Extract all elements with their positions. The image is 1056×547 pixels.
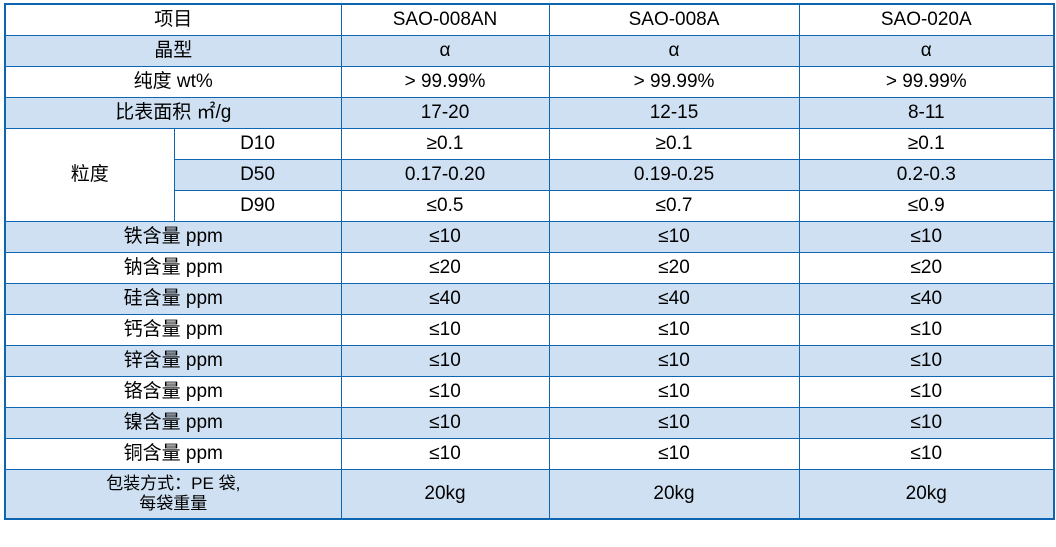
cell: 20kg [548,468,800,520]
cell: ≤20 [340,251,550,284]
sub-label-d10: D10 [173,127,342,160]
packaging-label-line1: 包装方式：PE 袋, [106,474,241,494]
row-label: 铁含量 ppm [4,220,342,253]
cell: > 99.99% [798,65,1055,98]
cell: ≥0.1 [548,127,800,160]
cell: ≤40 [548,282,800,315]
row-crystal-form: 晶型 α α α [4,34,1055,67]
cell: ≤40 [340,282,550,315]
cell: 0.19-0.25 [548,158,800,191]
header-row: 项目 SAO-008AN SAO-008A SAO-020A [4,3,1055,36]
sub-label-d50: D50 [173,158,342,191]
row-label: 锌含量 ppm [4,344,342,377]
cell: ≥0.1 [340,127,550,160]
row-calcium-content: 钙含量 ppm ≤10 ≤10 ≤10 [4,313,1055,346]
product-spec-table: 项目 SAO-008AN SAO-008A SAO-020A 晶型 α α α … [4,3,1056,520]
cell: ≤20 [798,251,1055,284]
row-label: 钠含量 ppm [4,251,342,284]
cell: α [798,34,1055,67]
cell: ≤20 [548,251,800,284]
row-zinc-content: 锌含量 ppm ≤10 ≤10 ≤10 [4,344,1055,377]
cell: ≤10 [548,220,800,253]
cell: ≤10 [798,406,1055,439]
header-product-2: SAO-008A [548,3,800,36]
cell: ≤10 [340,375,550,408]
cell: 12-15 [548,96,800,129]
row-label: 钙含量 ppm [4,313,342,346]
cell: ≤10 [340,437,550,470]
packaging-label-line2: 每袋重量 [139,493,208,513]
cell: α [340,34,550,67]
row-iron-content: 铁含量 ppm ≤10 ≤10 ≤10 [4,220,1055,253]
sub-label-d90: D90 [173,189,342,222]
cell: ≤10 [798,344,1055,377]
row-label: 晶型 [4,34,342,67]
cell: ≤10 [798,220,1055,253]
cell: ≤10 [798,375,1055,408]
row-copper-content: 铜含量 ppm ≤10 ≤10 ≤10 [4,437,1055,470]
row-purity: 纯度 wt% > 99.99% > 99.99% > 99.99% [4,65,1055,98]
row-label: 纯度 wt% [4,65,342,98]
row-sodium-content: 钠含量 ppm ≤20 ≤20 ≤20 [4,251,1055,284]
cell: ≤40 [798,282,1055,315]
row-packaging: 包装方式：PE 袋, 每袋重量 20kg 20kg 20kg [4,468,1055,520]
cell: 17-20 [340,96,550,129]
cell: ≤10 [548,344,800,377]
header-product-3: SAO-020A [798,3,1055,36]
cell: 0.17-0.20 [340,158,550,191]
cell: 8-11 [798,96,1055,129]
cell: ≤10 [548,313,800,346]
cell: α [548,34,800,67]
cell: ≤10 [340,313,550,346]
cell: ≤0.9 [798,189,1055,222]
cell: ≤0.5 [340,189,550,222]
row-particle-d90: D90 ≤0.5 ≤0.7 ≤0.9 [5,189,1055,222]
cell: ≥0.1 [798,127,1055,160]
row-particle-d50: D50 0.17-0.20 0.19-0.25 0.2-0.3 [5,158,1055,191]
cell: > 99.99% [340,65,550,98]
row-nickel-content: 镍含量 ppm ≤10 ≤10 ≤10 [4,406,1055,439]
cell: ≤10 [340,220,550,253]
cell: ≤10 [548,406,800,439]
row-label: 铜含量 ppm [4,437,342,470]
cell: 0.2-0.3 [798,158,1055,191]
row-silicon-content: 硅含量 ppm ≤40 ≤40 ≤40 [4,282,1055,315]
cell: ≤10 [548,437,800,470]
row-particle-d10: 粒度 D10 ≥0.1 ≥0.1 ≥0.1 [4,127,1055,222]
cell: ≤10 [340,406,550,439]
row-label: 铬含量 ppm [4,375,342,408]
row-label: 比表面积 ㎡/g [4,96,342,129]
particle-size-group-label: 粒度 [4,127,175,222]
cell: 20kg [340,468,550,520]
page: 项目 SAO-008AN SAO-008A SAO-020A 晶型 α α α … [4,3,1056,520]
cell: ≤0.7 [548,189,800,222]
header-item-label: 项目 [4,3,342,36]
row-chromium-content: 铬含量 ppm ≤10 ≤10 ≤10 [4,375,1055,408]
cell: ≤10 [340,344,550,377]
row-surface-area: 比表面积 ㎡/g 17-20 12-15 8-11 [4,96,1055,129]
cell: 20kg [798,468,1055,520]
header-product-1: SAO-008AN [340,3,550,36]
cell: ≤10 [798,437,1055,470]
cell: > 99.99% [548,65,800,98]
cell: ≤10 [548,375,800,408]
row-label: 镍含量 ppm [4,406,342,439]
row-label: 硅含量 ppm [4,282,342,315]
cell: ≤10 [798,313,1055,346]
packaging-label: 包装方式：PE 袋, 每袋重量 [4,468,342,520]
